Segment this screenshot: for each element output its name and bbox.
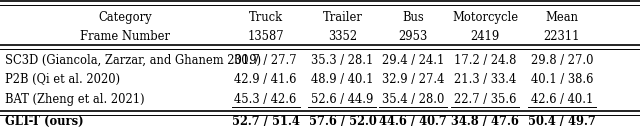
Text: Trailer: Trailer	[323, 10, 362, 24]
Text: Frame Number: Frame Number	[80, 30, 170, 43]
Text: 30.7 / 27.7: 30.7 / 27.7	[234, 54, 297, 67]
Text: 22311: 22311	[543, 30, 580, 43]
Text: 35.3 / 28.1: 35.3 / 28.1	[311, 54, 374, 67]
Text: 22.7 / 35.6: 22.7 / 35.6	[454, 93, 516, 106]
Text: 48.9 / 40.1: 48.9 / 40.1	[311, 73, 374, 86]
Text: SC3D (Giancola, Zarzar, and Ghanem 2019): SC3D (Giancola, Zarzar, and Ghanem 2019)	[5, 54, 261, 67]
Text: 17.2 / 24.8: 17.2 / 24.8	[454, 54, 516, 67]
Text: 29.4 / 24.1: 29.4 / 24.1	[381, 54, 444, 67]
Text: 52.7 / 51.4: 52.7 / 51.4	[232, 115, 300, 128]
Text: BAT (Zheng et al. 2021): BAT (Zheng et al. 2021)	[5, 93, 145, 106]
Text: P2B (Qi et al. 2020): P2B (Qi et al. 2020)	[5, 73, 120, 86]
Text: Bus: Bus	[402, 10, 424, 24]
Text: 45.3 / 42.6: 45.3 / 42.6	[234, 93, 297, 106]
Text: 35.4 / 28.0: 35.4 / 28.0	[381, 93, 444, 106]
Text: GLT-T (ours): GLT-T (ours)	[5, 115, 84, 128]
Text: 40.1 / 38.6: 40.1 / 38.6	[531, 73, 593, 86]
Text: 57.6 / 52.0: 57.6 / 52.0	[308, 115, 376, 128]
Text: Motorcycle: Motorcycle	[452, 10, 518, 24]
Text: Truck: Truck	[248, 10, 283, 24]
Text: 50.4 / 49.7: 50.4 / 49.7	[528, 115, 596, 128]
Text: 44.6 / 40.7: 44.6 / 40.7	[379, 115, 447, 128]
Text: 3352: 3352	[328, 30, 357, 43]
Text: 52.6 / 44.9: 52.6 / 44.9	[311, 93, 374, 106]
Text: 2419: 2419	[470, 30, 500, 43]
Text: 32.9 / 27.4: 32.9 / 27.4	[381, 73, 444, 86]
Text: 42.6 / 40.1: 42.6 / 40.1	[531, 93, 593, 106]
Text: Mean: Mean	[545, 10, 579, 24]
Text: Category: Category	[98, 10, 152, 24]
Text: 29.8 / 27.0: 29.8 / 27.0	[531, 54, 593, 67]
Text: 13587: 13587	[247, 30, 284, 43]
Text: 34.8 / 47.6: 34.8 / 47.6	[451, 115, 519, 128]
Text: 42.9 / 41.6: 42.9 / 41.6	[234, 73, 297, 86]
Text: 21.3 / 33.4: 21.3 / 33.4	[454, 73, 516, 86]
Text: 2953: 2953	[398, 30, 428, 43]
